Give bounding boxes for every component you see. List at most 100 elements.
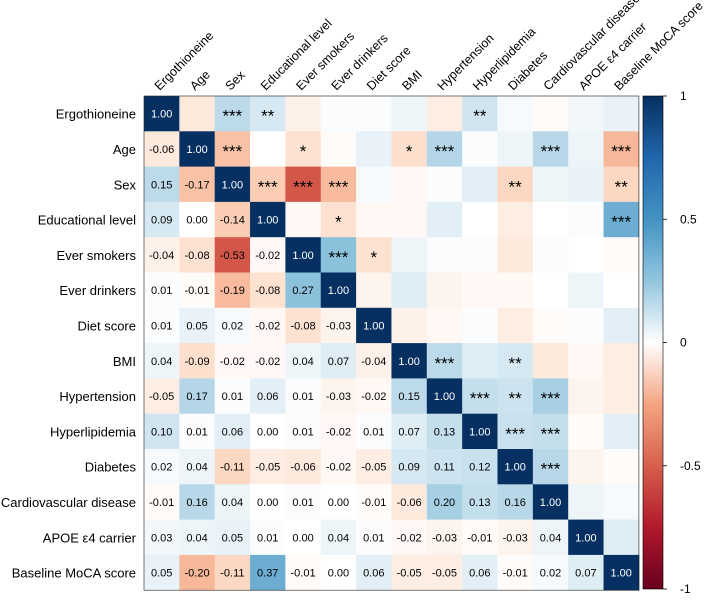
row-label: APOE ε4 carrier (43, 530, 137, 545)
cell-value-label: 0.00 (328, 568, 349, 580)
cell-value-label: -0.02 (326, 462, 351, 474)
cell-value-label: -0.05 (149, 391, 174, 403)
heatmap-cell (532, 378, 569, 415)
colorbar-ticks: 1 0.5 0 -0.5 -1 (663, 89, 701, 596)
row-labels: Ergothioneine Age Sex Educational level Ever… (1, 107, 137, 581)
heatmap-cell (603, 413, 640, 450)
row-label: Ever drinkers (59, 283, 136, 298)
heatmap-cell (179, 307, 216, 344)
cell-value-label: -0.08 (291, 320, 316, 332)
heatmap-cell (462, 554, 498, 591)
heatmap-cell (320, 96, 357, 132)
cell-value-label: 1.00 (151, 109, 172, 121)
significance-mark: *** (329, 248, 349, 267)
heatmap-cell (250, 413, 286, 450)
heatmap-cell (250, 484, 286, 520)
cell-value-label: 1.00 (257, 215, 278, 227)
cell-value-label: 0.04 (186, 532, 207, 544)
heatmap-cell (497, 96, 534, 132)
heatmap-cell (391, 519, 428, 556)
row-label: Diabetes (85, 460, 137, 475)
significance-mark: * (300, 142, 307, 161)
heatmap-cell (497, 449, 534, 485)
cell-value-label: 0.04 (222, 497, 243, 509)
colorbar-gradient (642, 95, 664, 590)
heatmap-cell (426, 519, 463, 556)
cell-value-label: -0.03 (503, 532, 528, 544)
heatmap-cell (462, 201, 498, 238)
heatmap-cell (462, 378, 498, 415)
heatmap-cell (214, 131, 251, 167)
heatmap-cell (497, 307, 534, 344)
heatmap-cell (285, 237, 322, 273)
heatmap-cell (462, 131, 498, 167)
cell-value-label: 0.02 (540, 568, 561, 580)
row-label: Educational level (38, 213, 136, 228)
heatmap-cell (391, 449, 428, 485)
significance-mark: *** (541, 460, 561, 479)
cell-value-label: -0.19 (220, 285, 245, 297)
cell-value-label: 1.00 (504, 462, 525, 474)
heatmap-cell (532, 554, 569, 591)
heatmap-cell (391, 554, 428, 591)
heatmap-cell (497, 554, 534, 591)
heatmap-cell (497, 166, 534, 203)
cell-value-label: -0.04 (361, 356, 386, 368)
heatmap-cell (214, 343, 251, 379)
heatmap-cell (144, 378, 180, 415)
heatmap-cell (356, 201, 392, 238)
significance-mark: *** (435, 142, 455, 161)
heatmap-cell (532, 131, 569, 167)
heatmap-cells: 1.00 *** ** **-0.06 1.00 *** * * *** *** ***0.15 -0… (143, 95, 640, 591)
heatmap-cell (320, 166, 357, 203)
heatmap-cell (356, 131, 392, 167)
heatmap-cell (568, 166, 604, 203)
colorbar: 1 0.5 0 -0.5 -1 (642, 89, 701, 596)
heatmap-cell (356, 166, 392, 203)
heatmap-cell (144, 166, 180, 203)
cell-value-label: 0.04 (151, 356, 172, 368)
cell-value-label: 0.01 (363, 426, 384, 438)
heatmap-cell (497, 131, 534, 167)
heatmap-cell (214, 237, 251, 273)
heatmap-cell (391, 484, 428, 520)
heatmap-cell (603, 201, 640, 238)
heatmap-cell (603, 449, 640, 485)
heatmap-cell (426, 307, 463, 344)
heatmap-cell (285, 554, 322, 591)
heatmap-cell (497, 519, 534, 556)
heatmap-cell (285, 484, 322, 520)
cell-value-label: 1.00 (222, 179, 243, 191)
heatmap-cell (144, 343, 180, 379)
heatmap-cell (356, 413, 392, 450)
cell-value-label: -0.04 (149, 250, 174, 262)
heatmap-cell (144, 413, 180, 450)
heatmap-cell (462, 413, 498, 450)
cell-value-label: 0.05 (222, 532, 243, 544)
heatmap-cell (603, 378, 640, 415)
heatmap-cell (391, 237, 428, 273)
heatmap-cell (426, 413, 463, 450)
cell-value-label: 0.04 (292, 356, 313, 368)
cell-value-label: 1.00 (434, 391, 455, 403)
cell-value-label: 1.00 (328, 285, 349, 297)
cell-value-label: 0.17 (186, 391, 207, 403)
heatmap-cell (462, 307, 498, 344)
significance-mark: * (406, 142, 413, 161)
colorbar-tick-label: 0 (680, 336, 687, 350)
heatmap-cell (250, 237, 286, 273)
cell-value-label: 0.01 (292, 426, 313, 438)
heatmap-cell (391, 166, 428, 203)
heatmap-cell (214, 201, 251, 238)
significance-mark: ** (509, 389, 523, 408)
heatmap-cell (568, 272, 604, 309)
heatmap-cell (532, 272, 569, 309)
heatmap-cell (285, 307, 322, 344)
significance-mark: *** (541, 424, 561, 443)
heatmap-cell (356, 237, 392, 273)
heatmap-cell (320, 554, 357, 591)
heatmap-cell (285, 166, 322, 203)
significance-mark: *** (222, 142, 242, 161)
